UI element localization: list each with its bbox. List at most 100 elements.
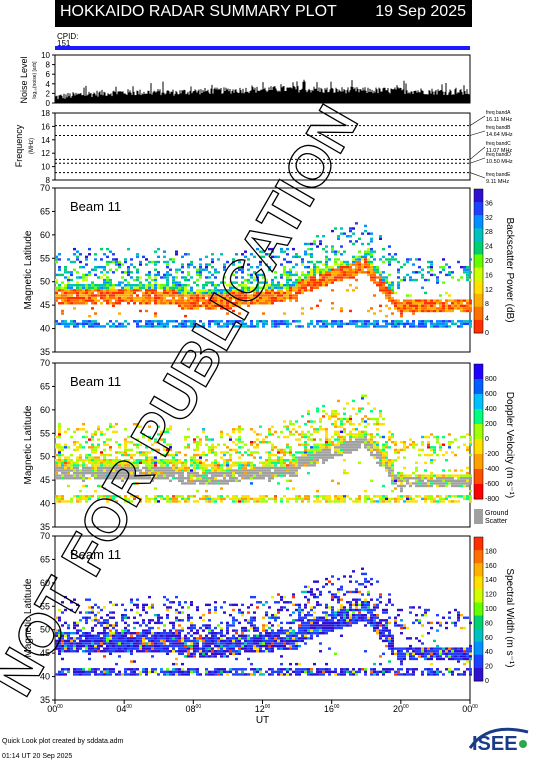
echo-cell: [178, 642, 181, 645]
echo-cell: [112, 642, 115, 645]
echo-cell: [64, 271, 67, 274]
echo-cell: [322, 456, 325, 459]
echo-cell: [163, 673, 166, 676]
colorbar-segment: [474, 454, 483, 470]
echo-cell: [184, 644, 187, 648]
echo-cell: [196, 440, 199, 444]
echo-cell: [178, 461, 181, 464]
echo-cell: [160, 471, 163, 475]
echo-cell: [247, 273, 250, 277]
echo-cell: [397, 484, 400, 488]
echo-cell: [256, 273, 259, 277]
echo-cell: [211, 673, 214, 676]
echo-cell: [289, 276, 292, 279]
echo-cell: [394, 477, 397, 480]
echo-cell: [349, 443, 352, 446]
echo-cell: [139, 477, 142, 480]
echo-cell: [406, 477, 409, 480]
echo-cell: [307, 435, 310, 439]
echo-cell: [112, 461, 115, 464]
echo-cell: [319, 417, 322, 421]
echo-cell: [388, 291, 391, 295]
echo-cell: [271, 459, 274, 462]
echo-cell: [208, 448, 211, 452]
echo-cell: [376, 446, 379, 449]
echo-cell: [256, 471, 259, 475]
echo-cell: [199, 474, 202, 477]
echo-cell: [466, 299, 469, 302]
echo-cell: [232, 258, 235, 261]
echo-cell: [133, 642, 136, 645]
echo-cell: [187, 479, 190, 483]
echo-cell: [214, 271, 217, 274]
echo-cell: [154, 613, 157, 617]
echo-cell: [178, 294, 181, 297]
echo-cell: [61, 495, 64, 498]
echo-cell: [274, 453, 277, 457]
echo-cell: [163, 474, 166, 477]
echo-cell: [313, 428, 316, 431]
echo-cell: [136, 438, 139, 441]
echo-cell: [124, 286, 127, 289]
echo-cell: [100, 639, 103, 643]
echo-cell: [457, 474, 460, 477]
echo-cell: [196, 474, 199, 477]
echo-cell: [316, 430, 319, 434]
echo-cell: [427, 497, 430, 501]
echo-cell: [67, 461, 70, 464]
echo-cell: [319, 500, 322, 503]
echo-cell: [202, 479, 205, 483]
echo-cell: [142, 629, 145, 632]
echo-cell: [451, 484, 454, 488]
echo-cell: [460, 495, 463, 498]
echo-cell: [184, 289, 187, 292]
echo-cell: [94, 644, 97, 648]
echo-cell: [406, 258, 409, 261]
echo-cell: [256, 477, 259, 480]
echo-cell: [271, 250, 274, 253]
echo-cell: [205, 652, 208, 656]
echo-cell: [268, 296, 271, 300]
echo-cell: [121, 650, 124, 653]
echo-cell: [115, 662, 118, 666]
echo-cell: [127, 294, 130, 297]
echo-cell: [82, 668, 85, 671]
echo-cell: [355, 448, 358, 452]
echo-cell: [202, 268, 205, 271]
echo-cell: [235, 294, 238, 297]
echo-cell: [397, 325, 400, 328]
echo-cell: [67, 456, 70, 459]
echo-cell: [262, 302, 265, 305]
echo-cell: [310, 425, 313, 428]
echo-cell: [286, 446, 289, 449]
echo-cell: [316, 443, 319, 446]
echo-cell: [73, 477, 76, 480]
echo-cell: [112, 291, 115, 295]
echo-cell: [112, 474, 115, 477]
echo-cell: [334, 268, 337, 271]
echo-cell: [256, 433, 259, 436]
echo-cell: [85, 639, 88, 643]
echo-cell: [58, 644, 61, 648]
echo-cell: [118, 642, 121, 645]
echo-cell: [355, 263, 358, 266]
echo-cell: [214, 276, 217, 279]
echo-cell: [133, 469, 136, 472]
echo-cell: [223, 281, 226, 284]
echo-cell: [202, 497, 205, 501]
echo-cell: [442, 322, 445, 326]
echo-cell: [127, 273, 130, 277]
echo-cell: [211, 320, 214, 323]
echo-cell: [445, 325, 448, 328]
echo-cell: [328, 500, 331, 503]
echo-cell: [121, 603, 124, 607]
echo-cell: [373, 278, 376, 282]
echo-cell: [271, 299, 274, 302]
echo-cell: [202, 453, 205, 457]
echo-cell: [91, 619, 94, 622]
echo-cell: [97, 619, 100, 622]
echo-cell: [127, 281, 130, 284]
echo-cell: [73, 650, 76, 653]
echo-cell: [163, 286, 166, 289]
echo-cell: [460, 469, 463, 472]
